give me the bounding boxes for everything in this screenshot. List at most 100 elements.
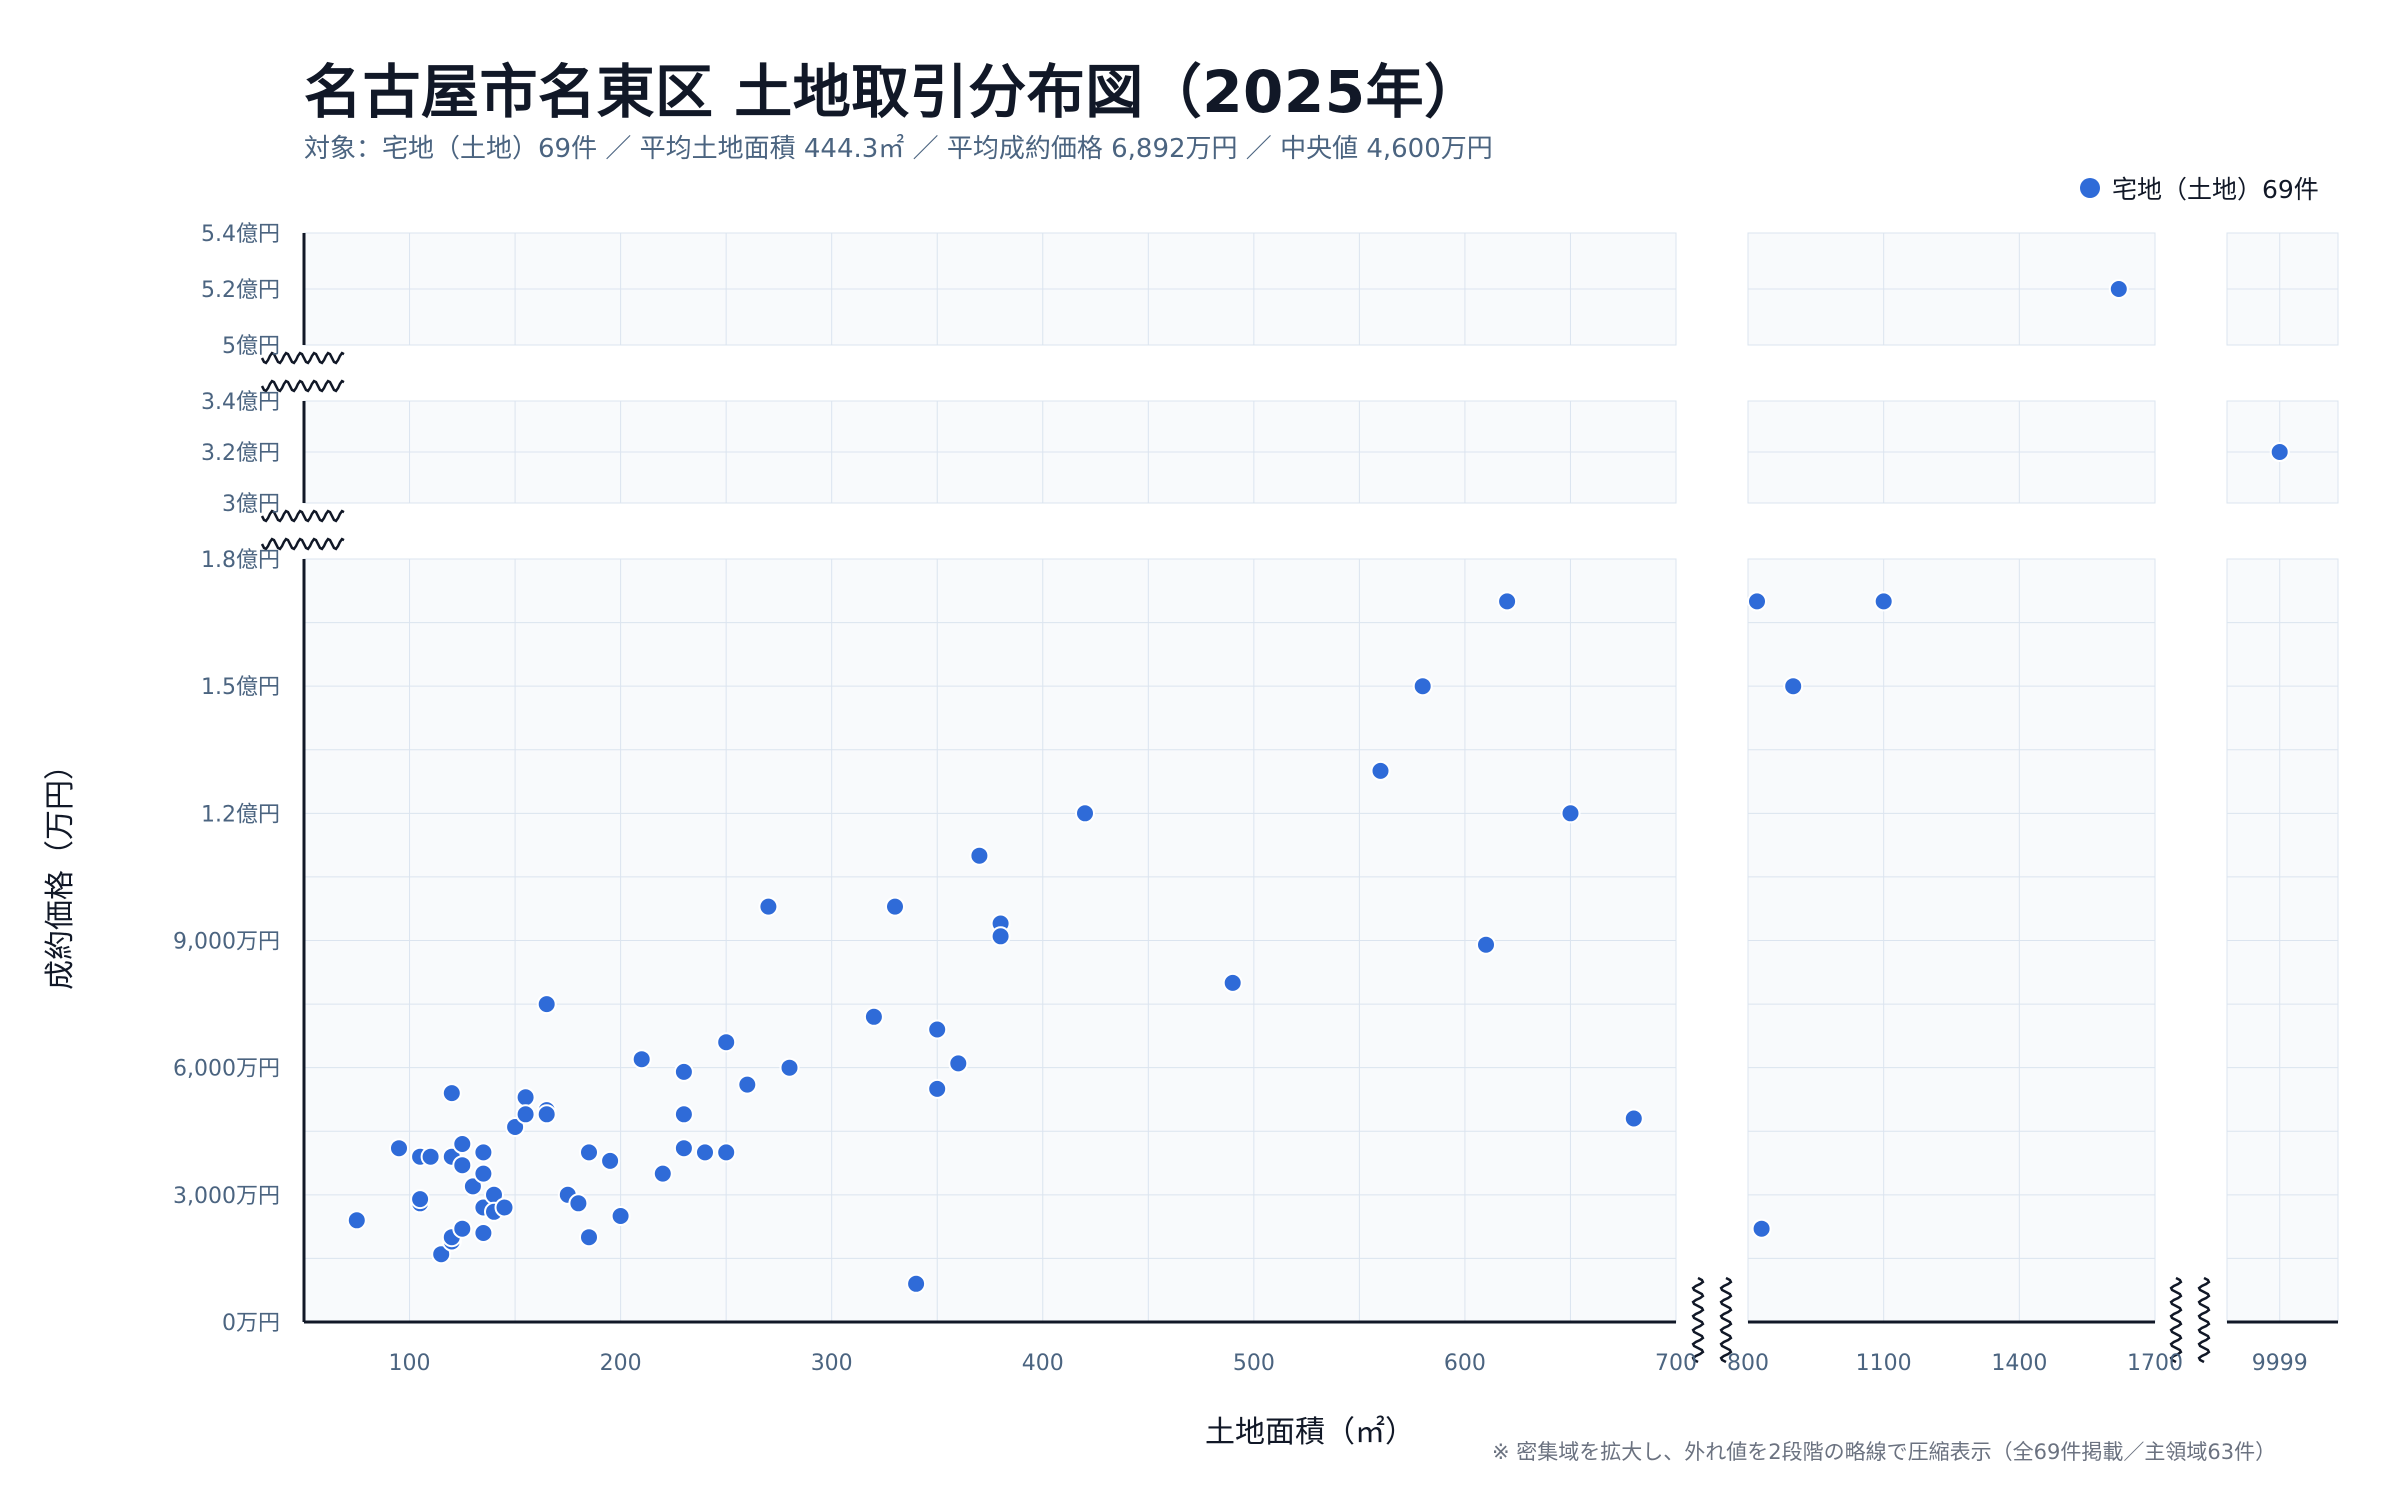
data-point [863,1006,884,1027]
data-point [1370,760,1391,781]
data-point [473,1142,494,1163]
data-point [906,1273,927,1294]
y-tick-label: 3億円 [222,492,280,517]
data-point [758,896,779,917]
x-axis-break-icon [1719,1276,1733,1364]
data-point [568,1193,589,1214]
y-axis-title: 成約価格（万円） [43,750,78,990]
y-axis-break-icon [260,351,345,365]
data-point [927,1078,948,1099]
x-tick-label: 200 [600,1351,642,1376]
data-point [600,1150,621,1171]
y-axis-break-icon [260,537,345,551]
chart-legend: 宅地（土地）69件 [2080,170,2319,206]
x-axis-break-icon [2169,1276,2183,1364]
data-point [716,1032,737,1053]
data-point [346,1210,367,1231]
y-axis-break-icon [260,379,345,393]
data-point [1075,803,1095,824]
y-tick-label: 1.2億円 [201,802,280,827]
data-point [579,1142,599,1163]
data-point [1497,591,1518,612]
y-tick-label: 6,000万円 [173,1057,280,1082]
legend-label: 宅地（土地）69件 [2112,175,2319,204]
data-point [1560,803,1581,824]
x-tick-label: 9999 [2252,1351,2308,1376]
data-point [1873,591,1894,612]
data-point [673,1138,694,1159]
x-tick-label: 500 [1233,1351,1275,1376]
chart-subtitle: 対象：宅地（土地）69件 ／ 平均土地面積 444.3㎡ ／ 平均成約価格 6,… [304,134,1493,164]
x-tick-label: 100 [389,1351,431,1376]
data-point [410,1189,431,1210]
x-tick-label: 700 [1655,1351,1697,1376]
data-point [969,845,990,866]
data-point [1783,676,1804,697]
y-tick-label: 3.4億円 [201,390,280,415]
data-point [431,1244,452,1265]
y-tick-label: 1.5億円 [201,675,280,700]
x-tick-label: 600 [1444,1351,1486,1376]
data-point [1623,1108,1644,1129]
data-point [948,1053,969,1074]
chart-title: 名古屋市名東区 土地取引分布図（2025年） [304,58,1483,126]
x-axis-title: 土地面積（㎡） [1205,1415,1415,1450]
y-axis-break-icon [260,509,345,523]
data-point [990,926,1011,947]
y-tick-label: 0万円 [222,1311,280,1336]
data-point [1747,591,1767,612]
y-tick-label: 1.8億円 [201,548,280,573]
data-point [452,1218,473,1239]
data-point [579,1227,599,1248]
y-tick-label: 5.2億円 [201,278,280,303]
y-tick-label: 9,000万円 [173,930,280,955]
data-point [885,896,905,917]
data-point [652,1163,673,1184]
data-point [631,1049,652,1070]
data-point [927,1019,948,1040]
chart-footnote: ※ 密集域を拡大し、外れ値を2段階の略線で圧縮表示（全69件掲載／主領域63件） [1492,1440,2277,1464]
data-point [737,1074,758,1095]
data-point [2269,442,2290,462]
data-point [494,1197,515,1218]
data-point [610,1206,631,1226]
y-tick-label: 3.2億円 [201,441,280,466]
x-axis-break-icon [2197,1276,2211,1364]
x-tick-label: 1700 [2127,1351,2183,1376]
x-tick-label: 800 [1727,1351,1769,1376]
data-point [452,1155,473,1176]
data-point [1751,1218,1772,1239]
data-point [441,1083,462,1104]
x-tick-label: 300 [811,1351,853,1376]
data-point [420,1146,441,1167]
data-point [389,1138,409,1159]
x-axis-break-icon [1691,1276,1705,1364]
data-point [1412,676,1433,697]
data-point [462,1176,483,1197]
data-point [695,1142,715,1163]
data-point [473,1223,494,1243]
x-tick-label: 1400 [1991,1351,2047,1376]
data-point [779,1057,800,1078]
data-point [673,1104,694,1125]
y-tick-label: 5.4億円 [201,222,280,247]
data-point [536,994,557,1015]
data-point [505,1117,526,1137]
y-tick-label: 3,000万円 [173,1184,280,1209]
data-point [673,1061,694,1082]
data-point [536,1104,557,1125]
y-tick-label: 5億円 [222,334,280,359]
data-point [452,1134,473,1154]
legend-marker [2080,178,2100,198]
data-point [473,1163,494,1184]
x-tick-label: 400 [1022,1351,1064,1376]
data-point [1222,972,1243,993]
x-tick-label: 1100 [1856,1351,1912,1376]
data-point [716,1142,737,1163]
data-point [2108,279,2129,299]
data-point [1476,934,1496,955]
data-point [515,1104,536,1125]
data-point [515,1087,536,1108]
